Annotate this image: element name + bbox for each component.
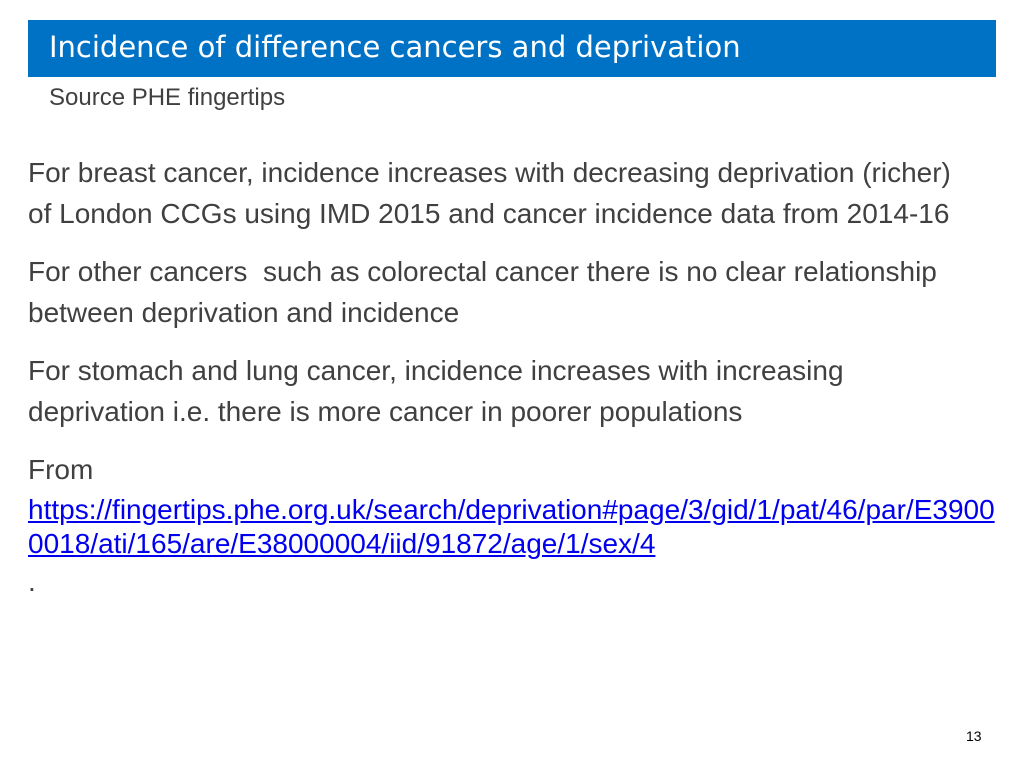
slide-subtitle: Source PHE fingertips bbox=[49, 84, 286, 111]
paragraph: For breast cancer, incidence increases w… bbox=[28, 157, 959, 229]
slide-body: For breast cancer, incidence increases w… bbox=[28, 152, 995, 602]
source-link[interactable]: https://fingertips.phe.org.uk/search/dep… bbox=[28, 494, 995, 559]
paragraph: For stomach and lung cancer, incidence i… bbox=[28, 355, 852, 427]
title-bar: Incidence of difference cancers and depr… bbox=[28, 20, 996, 77]
slide-title: Incidence of difference cancers and depr… bbox=[49, 30, 741, 64]
paragraph: For other cancers such as colorectal can… bbox=[28, 256, 945, 328]
source-suffix: . bbox=[28, 566, 36, 597]
source-prefix: From bbox=[28, 454, 94, 485]
page-number: 13 bbox=[966, 728, 982, 744]
